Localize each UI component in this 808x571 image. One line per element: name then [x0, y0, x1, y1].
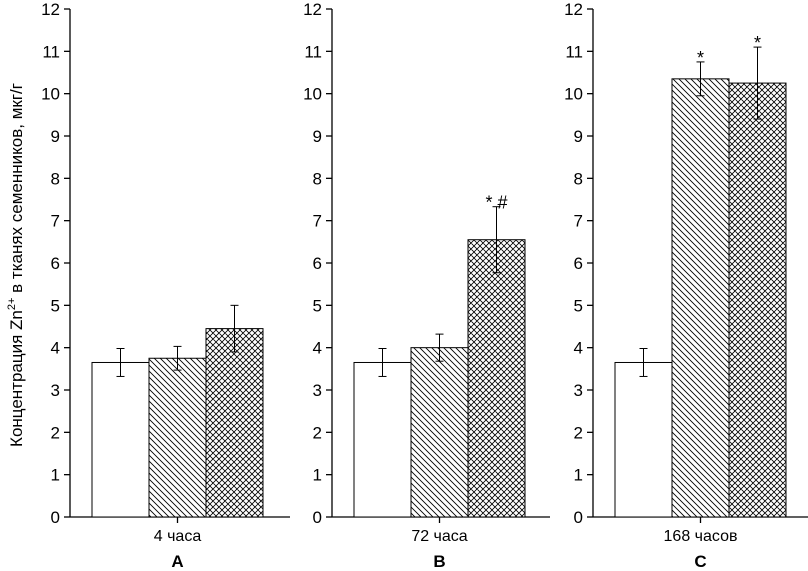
- bar: [614, 361, 673, 518]
- y-tick-label: 10: [41, 85, 60, 104]
- y-tick-label: 6: [574, 254, 583, 273]
- y-tick-label: 12: [564, 0, 583, 19]
- y-tick-label: 1: [574, 466, 583, 485]
- y-tick-label: 1: [313, 466, 322, 485]
- bar: [91, 361, 150, 518]
- y-tick-label: 7: [51, 212, 60, 231]
- y-tick-label: 2: [313, 423, 322, 442]
- y-tick-label: 3: [574, 381, 583, 400]
- y-axis-label: Концентрация Zn2+ в тканях семенников, м…: [6, 83, 26, 447]
- y-tick-label: 9: [574, 127, 583, 146]
- y-tick-label: 0: [313, 508, 322, 527]
- y-tick-label: 7: [574, 212, 583, 231]
- y-tick-label: 2: [51, 423, 60, 442]
- y-tick-label: 9: [313, 127, 322, 146]
- y-tick-label: 5: [51, 296, 60, 315]
- y-tick-label: 8: [574, 169, 583, 188]
- y-tick-label: 0: [574, 508, 583, 527]
- bar: [728, 82, 787, 518]
- y-tick-label: 12: [41, 0, 60, 19]
- y-tick-label: 6: [313, 254, 322, 273]
- bar: [148, 357, 207, 518]
- y-tick-label: 4: [574, 339, 583, 358]
- bar: [205, 328, 264, 518]
- x-category-label: 168 часов: [664, 528, 738, 545]
- y-tick-label: 7: [313, 212, 322, 231]
- y-tick-label: 6: [51, 254, 60, 273]
- y-tick-label: 10: [564, 85, 583, 104]
- y-tick-label: 12: [303, 0, 322, 19]
- bar: [353, 361, 412, 518]
- y-axis-label-main: Концентрация Zn: [7, 310, 26, 447]
- y-tick-label: 5: [574, 296, 583, 315]
- y-tick-label: 10: [303, 85, 322, 104]
- y-tick-label: 1: [51, 466, 60, 485]
- y-tick-label: 4: [51, 339, 60, 358]
- y-tick-label: 9: [51, 127, 60, 146]
- panel-letter: C: [694, 552, 706, 571]
- y-tick-label: 2: [574, 423, 583, 442]
- y-tick-label: 4: [313, 339, 322, 358]
- significance-mark: * #: [485, 193, 507, 213]
- y-tick-label: 8: [313, 169, 322, 188]
- y-tick-label: 11: [42, 42, 60, 61]
- bar: [410, 347, 469, 518]
- panel-letter: A: [171, 552, 183, 571]
- y-tick-label: 0: [51, 508, 60, 527]
- y-axis-label-sup: 2+: [6, 298, 18, 311]
- y-tick-label: 3: [313, 381, 322, 400]
- x-category-label: 72 часа: [411, 528, 467, 545]
- y-axis-label-rest: в тканях семенников, мкг/г: [7, 83, 26, 298]
- y-tick-label: 8: [51, 169, 60, 188]
- y-tick-label: 11: [565, 42, 583, 61]
- y-tick-label: 11: [304, 42, 322, 61]
- y-tick-label: 3: [51, 381, 60, 400]
- x-category-label: 4 часа: [154, 528, 202, 545]
- panel-letter: B: [433, 552, 445, 571]
- y-tick-label: 5: [313, 296, 322, 315]
- bar: [671, 78, 730, 518]
- bar: [467, 239, 526, 518]
- significance-mark: *: [754, 33, 761, 53]
- significance-mark: *: [697, 48, 704, 68]
